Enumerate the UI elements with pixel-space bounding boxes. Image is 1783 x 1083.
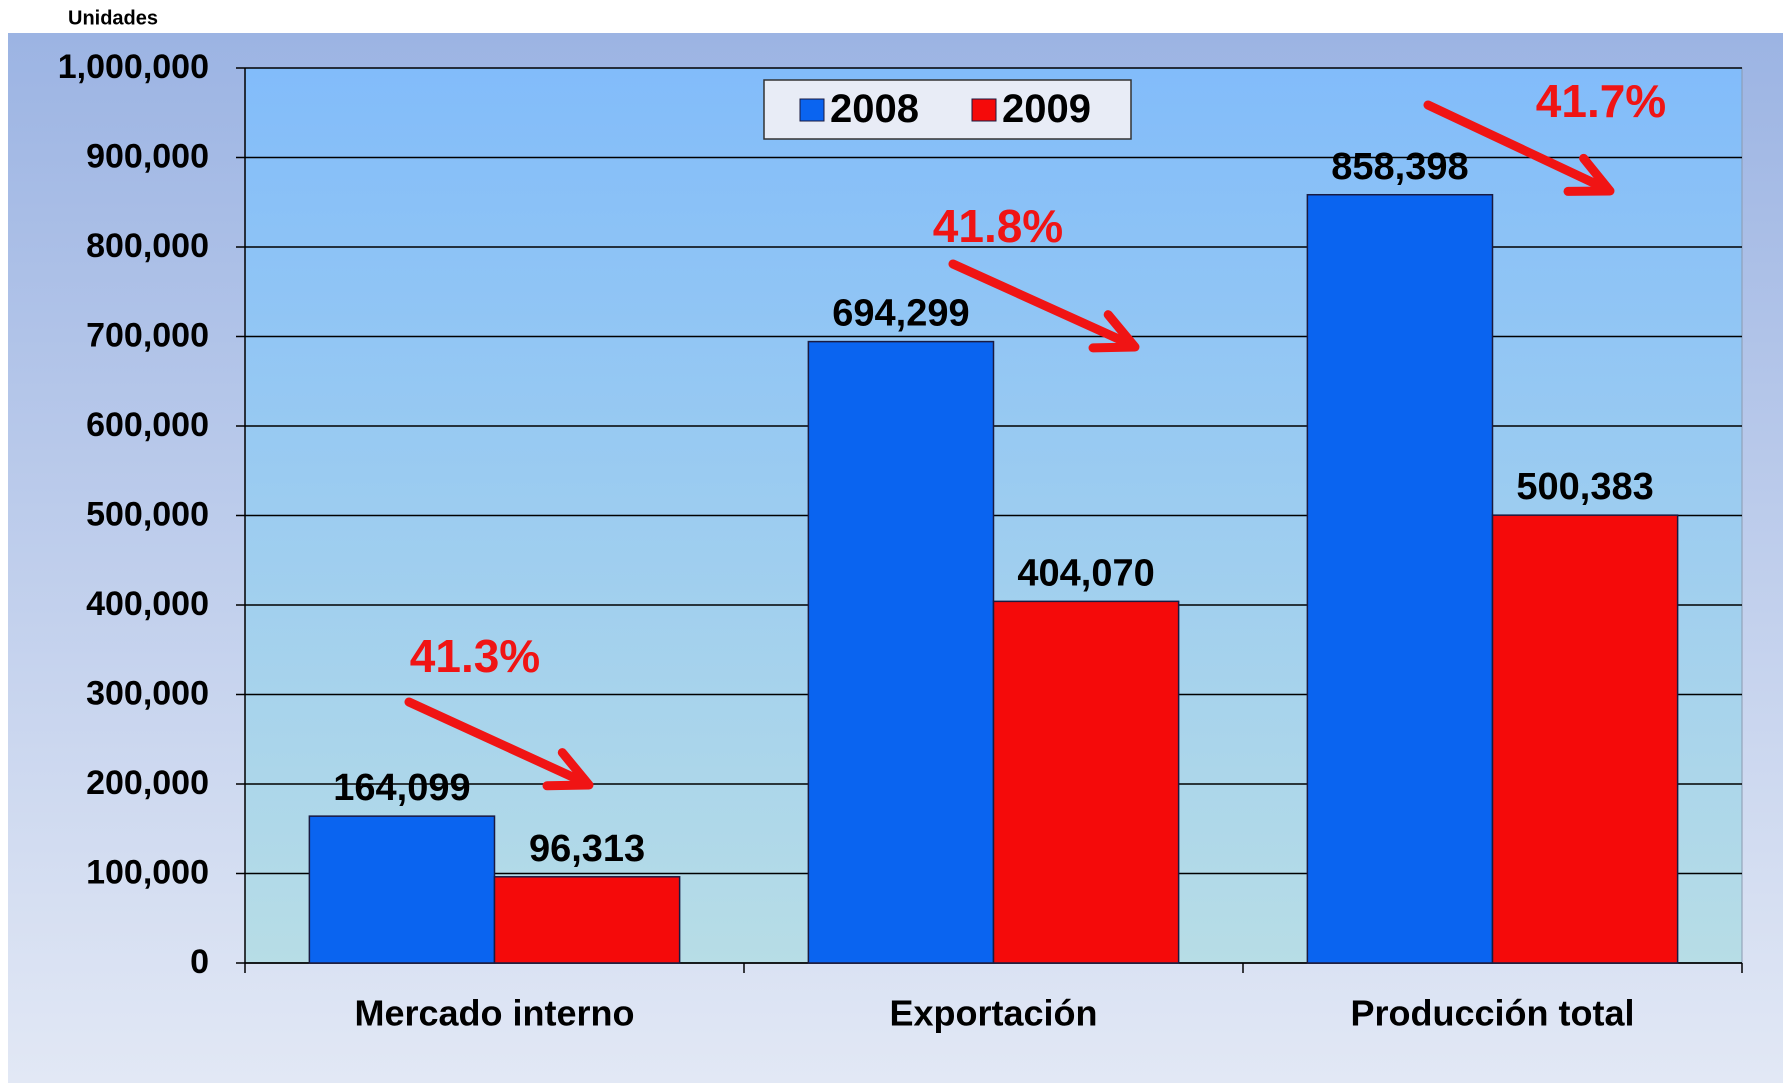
x-tick-label: Mercado interno [354, 993, 634, 1034]
y-tick-label: 1,000,000 [58, 48, 209, 86]
value-label: 694,299 [832, 293, 969, 335]
legend-swatch [971, 98, 997, 122]
y-tick-label: 800,000 [86, 227, 209, 265]
y-axis-label: Unidades [68, 7, 158, 29]
bar [308, 815, 496, 964]
annotation-arrow [1423, 100, 1603, 190]
legend-box [763, 79, 1132, 140]
y-tick-label: 0 [190, 943, 209, 981]
annotation-arrow [404, 697, 582, 784]
annotation-arrowhead [1563, 153, 1615, 196]
y-tick-label: 400,000 [86, 585, 209, 623]
legend-label: 2009 [1002, 87, 1091, 131]
y-tick-label: 600,000 [86, 406, 209, 444]
y-tick-label: 900,000 [86, 137, 209, 175]
x-tick-label: Exportación [889, 993, 1097, 1034]
bar [992, 600, 1180, 964]
legend-label: 2008 [830, 87, 919, 131]
y-tick-label: 200,000 [86, 764, 209, 802]
annotation: 41.8% [933, 200, 1063, 252]
y-tick-label: 100,000 [86, 853, 209, 891]
annotation-arrow [948, 259, 1128, 346]
value-label: 164,099 [333, 767, 470, 809]
annotation-arrowhead [1088, 310, 1140, 353]
bar [807, 340, 995, 964]
annotation-arrowhead [542, 748, 594, 791]
value-label: 500,383 [1516, 466, 1653, 508]
y-tick-label: 700,000 [86, 316, 209, 354]
annotation: 41.7% [1536, 75, 1666, 127]
value-label: 96,313 [529, 828, 645, 870]
value-label: 858,398 [1331, 146, 1468, 188]
x-tick-label: Producción total [1350, 993, 1634, 1034]
bar [1306, 193, 1494, 964]
bar [1491, 514, 1679, 964]
y-tick-label: 500,000 [86, 495, 209, 533]
y-tick-label: 300,000 [86, 674, 209, 712]
value-label: 404,070 [1017, 552, 1154, 594]
bar [493, 876, 681, 964]
legend-swatch [799, 98, 825, 122]
annotation: 41.3% [410, 630, 540, 682]
